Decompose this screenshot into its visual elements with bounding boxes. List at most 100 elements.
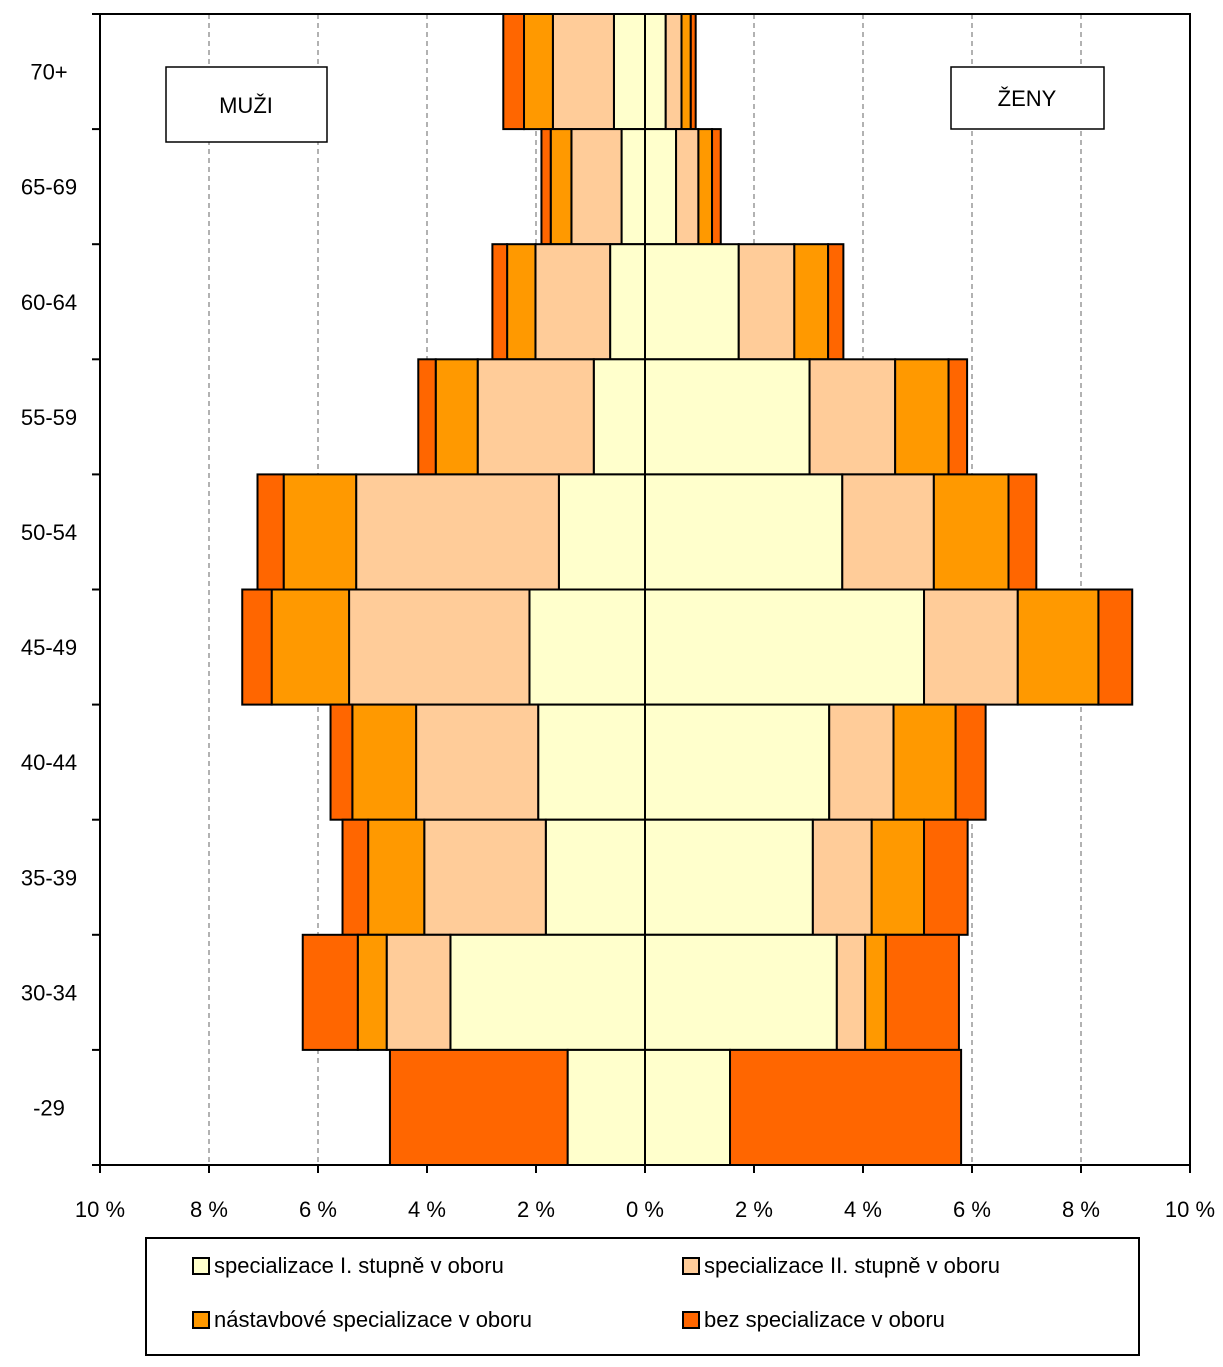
bar-women-60-64-s1 [737, 243, 796, 361]
legend: specializace I. stupně v oboru specializ… [145, 1237, 1140, 1356]
men-label-box: MUŽI [165, 66, 328, 143]
bar-women-50-54-s3 [1007, 473, 1038, 591]
bar-women-45-49-s3 [1097, 588, 1134, 706]
bar-men--29-s0 [566, 1048, 646, 1167]
bar-men-60-64-s1 [534, 243, 612, 361]
bar-men-65-69-s2 [549, 128, 573, 246]
bar-men-60-64-s3 [491, 243, 509, 361]
x-tick-label: 6 % [299, 1197, 337, 1222]
bar-women-70+-s2 [680, 13, 692, 131]
legend-item-spec2: specializace II. stupně v oboru [682, 1253, 1000, 1279]
bar-women-55-59-s2 [894, 358, 950, 476]
bar-men-45-49-s1 [348, 588, 531, 706]
x-tick-label: 10 % [1165, 1197, 1215, 1222]
bar-women-35-39-s0 [644, 818, 814, 936]
bar-men-30-34-s2 [356, 933, 388, 1051]
bar-women-40-44-s0 [644, 703, 831, 821]
bar-men-65-69-s1 [570, 128, 623, 246]
legend-label-nastavbove: nástavbové specializace v oboru [214, 1307, 532, 1332]
bar-men-45-49-s2 [270, 588, 351, 706]
y-axis: 70+ 65-69 60-64 55-59 50-54 45-49 40-44 35-39 30… [21, 13, 100, 1166]
women-label-box: ŽENY [950, 66, 1105, 130]
bar-men-55-59-s3 [417, 358, 437, 476]
x-tick-label: 2 % [735, 1197, 773, 1222]
bar-women--29-s3 [729, 1048, 963, 1167]
bar-women-70+-s1 [664, 13, 683, 131]
x-tick-label: 8 % [190, 1197, 228, 1222]
bars [241, 13, 1134, 1167]
bar-women-65-69-s3 [711, 128, 722, 246]
x-tick-label: 2 % [517, 1197, 555, 1222]
x-tick-label: 8 % [1062, 1197, 1100, 1222]
x-tick-label: 4 % [408, 1197, 446, 1222]
bar-men-35-39-s2 [367, 818, 426, 936]
bar-men-45-49-s0 [528, 588, 647, 706]
bar-women-30-34-s0 [644, 933, 838, 1051]
bar-men-40-44-s0 [537, 703, 646, 821]
bar-men-40-44-s1 [415, 703, 540, 821]
y-tick-label: 30-34 [21, 980, 77, 1005]
bar-men-50-54-s1 [355, 473, 560, 591]
y-tick-label: 40-44 [21, 750, 77, 775]
legend-swatch-bez [682, 1311, 700, 1329]
bar-women-30-34-s2 [864, 933, 887, 1051]
bar-women-45-49-s2 [1016, 588, 1100, 706]
bar-men-70+-s2 [523, 13, 554, 131]
y-tick-label: 60-64 [21, 290, 77, 315]
bar-men-55-59-s0 [592, 358, 647, 476]
bar-men-30-34-s3 [301, 933, 359, 1051]
legend-swatch-spec1 [192, 1257, 210, 1275]
legend-label-spec2: specializace II. stupně v oboru [704, 1253, 1000, 1278]
bar-women-35-39-s3 [923, 818, 969, 936]
bar-men-55-59-s1 [476, 358, 595, 476]
legend-swatch-nastavbove [192, 1311, 210, 1329]
x-tick-label: 6 % [953, 1197, 991, 1222]
legend-swatch-spec2 [682, 1257, 700, 1275]
bar-men-70+-s0 [612, 13, 646, 131]
bar-women-55-59-s3 [947, 358, 969, 476]
bar-men-50-54-s3 [256, 473, 285, 591]
bar-women-40-44-s1 [828, 703, 895, 821]
bar-men-65-69-s3 [540, 128, 552, 246]
y-tick-label: 55-59 [21, 405, 77, 430]
women-label: ŽENY [998, 86, 1057, 111]
x-tick-label: 10 % [75, 1197, 125, 1222]
bar-women-55-59-s0 [644, 358, 811, 476]
y-tick-label: 45-49 [21, 635, 77, 660]
bar-men--29-s3 [388, 1048, 569, 1167]
y-tick-label: 70+ [30, 60, 67, 85]
bar-men-45-49-s3 [241, 588, 273, 706]
bar-women-65-69-s2 [697, 128, 714, 246]
bar-women-30-34-s3 [884, 933, 960, 1051]
x-tick-label: 0 % [626, 1197, 664, 1222]
legend-item-spec1: specializace I. stupně v oboru [192, 1253, 504, 1279]
men-label: MUŽI [219, 93, 273, 118]
legend-item-bez: bez specializace v oboru [682, 1307, 945, 1333]
bar-men-60-64-s2 [506, 243, 537, 361]
bar-men-35-39-s0 [544, 818, 646, 936]
bar-men-30-34-s1 [385, 933, 452, 1051]
bar-men-50-54-s2 [282, 473, 358, 591]
bar-women-45-49-s1 [923, 588, 1019, 706]
chart: 10 % 8 % 6 % 4 % 2 % 0 % 2 % 4 % 6 % 8 % 10 % 70+ 6… [21, 13, 1215, 1222]
bar-women-60-64-s0 [644, 243, 740, 361]
bar-men-30-34-s0 [449, 933, 646, 1051]
bar-men-60-64-s0 [609, 243, 646, 361]
bar-women-60-64-s3 [827, 243, 845, 361]
x-axis: 10 % 8 % 6 % 4 % 2 % 0 % 2 % 4 % 6 % 8 % 10 % [75, 1165, 1215, 1222]
bar-men-35-39-s1 [423, 818, 547, 936]
bar-men-50-54-s0 [557, 473, 647, 591]
x-tick-label: 4 % [844, 1197, 882, 1222]
bar-men-40-44-s2 [351, 703, 418, 821]
bar-men-70+-s1 [551, 13, 615, 131]
bar-men-55-59-s2 [434, 358, 479, 476]
bar-women-65-69-s0 [644, 128, 678, 246]
bar-women-40-44-s3 [954, 703, 987, 821]
legend-label-bez: bez specializace v oboru [704, 1307, 945, 1332]
bar-women-45-49-s0 [644, 588, 926, 706]
bar-women-60-64-s2 [793, 243, 830, 361]
y-tick-label: 35-39 [21, 865, 77, 890]
bar-women-35-39-s1 [811, 818, 873, 936]
bar-women-65-69-s1 [675, 128, 700, 246]
bar-women-70+-s0 [644, 13, 667, 131]
